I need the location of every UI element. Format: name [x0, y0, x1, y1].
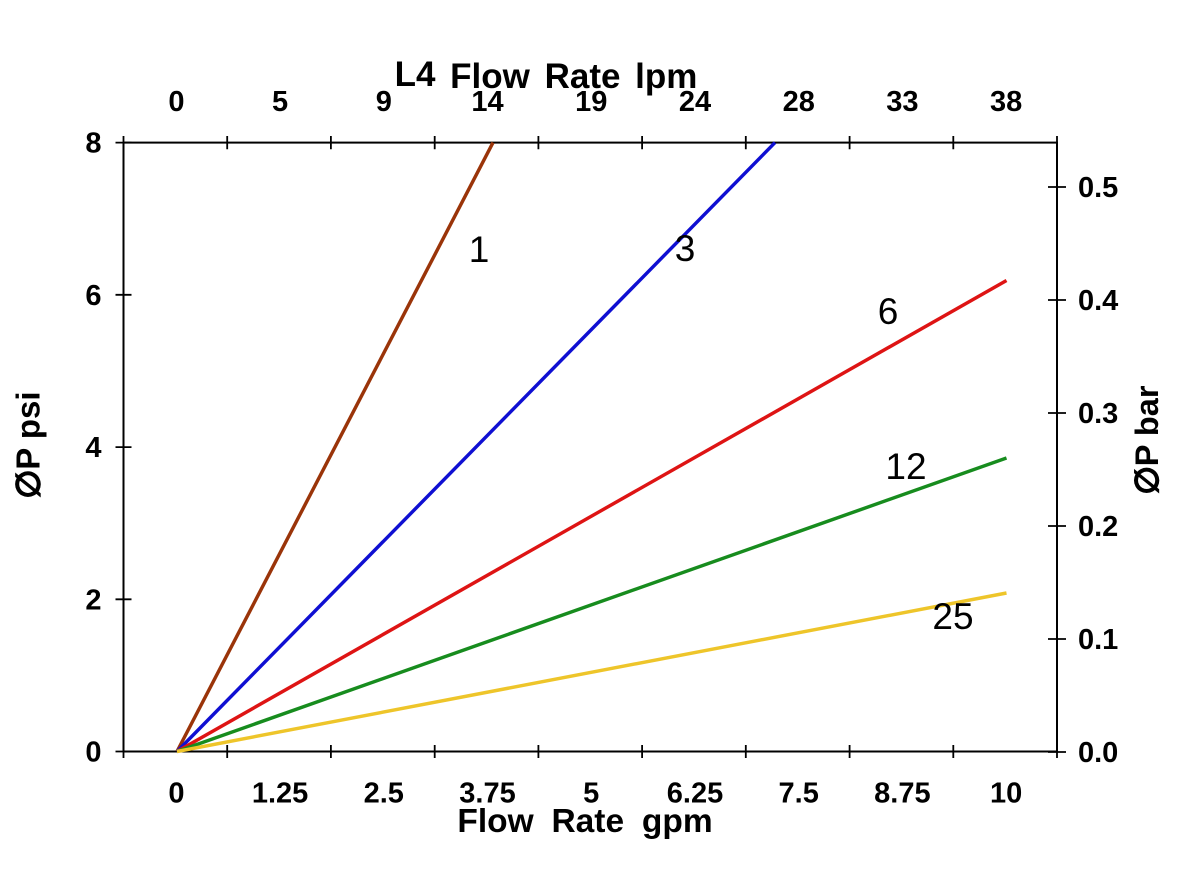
svg-text:Flow Rate gpm: Flow Rate gpm: [457, 803, 712, 840]
svg-text:0: 0: [168, 778, 184, 810]
svg-text:8: 8: [85, 128, 101, 160]
svg-text:3: 3: [675, 228, 696, 269]
svg-text:∅P psi: ∅P psi: [10, 391, 47, 498]
svg-text:5: 5: [583, 778, 599, 810]
svg-text:0: 0: [85, 737, 101, 769]
svg-text:2.5: 2.5: [364, 778, 404, 810]
svg-text:0: 0: [168, 86, 184, 118]
svg-text:0.0: 0.0: [1078, 737, 1118, 769]
svg-text:7.5: 7.5: [779, 778, 819, 810]
svg-text:6: 6: [85, 280, 101, 312]
svg-text:0.1: 0.1: [1078, 624, 1118, 656]
svg-text:19: 19: [575, 86, 607, 118]
svg-text:∅P bar: ∅P bar: [1129, 385, 1165, 494]
svg-text:24: 24: [679, 86, 711, 118]
svg-text:0.3: 0.3: [1078, 398, 1118, 430]
svg-text:6: 6: [878, 291, 899, 332]
svg-text:0.5: 0.5: [1078, 172, 1118, 204]
svg-text:28: 28: [783, 86, 815, 118]
svg-text:38: 38: [990, 86, 1022, 118]
svg-text:9: 9: [376, 86, 392, 118]
svg-text:6.25: 6.25: [667, 778, 723, 810]
svg-text:14: 14: [471, 86, 503, 118]
svg-text:0.4: 0.4: [1078, 285, 1118, 317]
svg-text:2: 2: [85, 584, 101, 616]
svg-text:5: 5: [272, 86, 288, 118]
svg-text:25: 25: [932, 596, 973, 637]
svg-text:8.75: 8.75: [874, 778, 930, 810]
svg-text:L4 Flow Rate lpm: L4 Flow Rate lpm: [395, 55, 698, 96]
svg-text:1.25: 1.25: [252, 778, 308, 810]
svg-text:4: 4: [85, 432, 101, 464]
svg-text:1: 1: [469, 229, 490, 270]
svg-text:10: 10: [990, 778, 1022, 810]
svg-text:33: 33: [886, 86, 918, 118]
svg-text:12: 12: [885, 446, 926, 487]
svg-text:3.75: 3.75: [459, 778, 515, 810]
svg-text:0.2: 0.2: [1078, 511, 1118, 543]
